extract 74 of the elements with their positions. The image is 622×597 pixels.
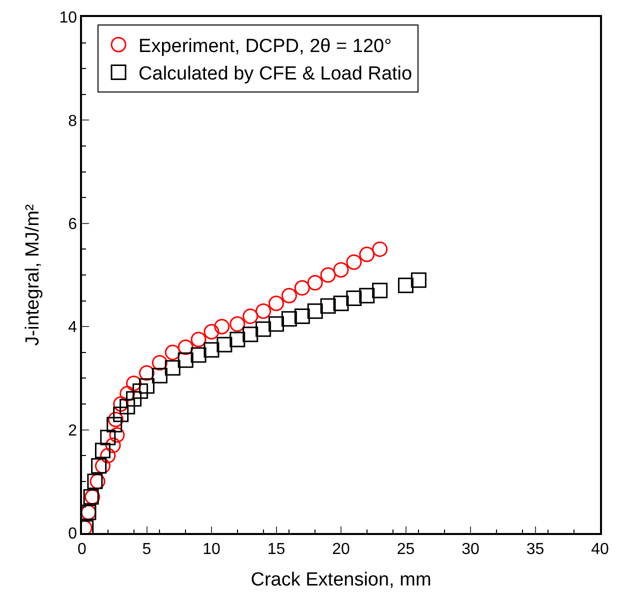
point [152,354,168,370]
point [320,267,336,283]
point [294,308,310,324]
point [410,272,426,288]
point [268,316,284,332]
point [242,308,258,324]
y-axis-title: J-integral, MJ/m² [22,204,44,346]
point [214,318,230,334]
point [346,254,362,270]
point [281,288,297,304]
point [91,458,107,474]
point [230,332,246,348]
x-tick-label: 35 [526,540,544,558]
point [94,458,110,474]
y-tick-label: 8 [68,112,78,130]
point [281,311,297,327]
x-tick-label: 10 [202,540,220,558]
x-tick-label: 30 [462,540,480,558]
point [94,442,110,458]
y-tick-label: 4 [68,319,78,336]
point [126,376,142,392]
point [106,416,122,432]
point [152,368,168,384]
x-tick-label: 5 [142,540,152,558]
point [333,262,349,278]
point [113,396,129,412]
point [164,344,180,360]
point [120,398,136,414]
point [139,365,154,381]
x-tick-label: 40 [591,540,609,558]
x-tick-label: 20 [332,540,350,558]
point [256,303,272,319]
point [204,342,220,358]
point [307,303,323,319]
point [307,274,323,290]
y-tick-label: 6 [68,216,78,233]
legend-label: Calculated by CFE & Load Ratio [138,64,412,85]
point [164,360,180,376]
point [100,430,116,446]
point [204,324,220,340]
y-tick-label: 2 [68,422,78,440]
point [178,339,194,355]
point [333,296,349,312]
point [139,378,154,394]
point [268,296,284,312]
point [359,288,375,304]
point [178,352,194,368]
point [132,383,148,399]
point [320,298,336,314]
point [346,290,362,306]
point [398,278,414,294]
point [372,282,388,298]
point [126,391,142,407]
point [294,280,310,296]
y-tick-label: 10 [59,10,78,27]
point [120,386,136,402]
point [100,448,116,464]
point [109,427,125,443]
x-axis-title: Crack Extension, mm [250,569,432,590]
legend-label: Experiment, DCPD, 2θ = 120° [138,36,392,57]
point [372,241,388,257]
y-tick-label: 0 [68,526,78,543]
point [190,332,206,348]
point [105,438,121,454]
point [359,246,375,262]
point [108,412,124,428]
point [190,347,206,363]
x-tick-label: 25 [396,540,415,558]
point [256,321,272,337]
point [113,406,129,422]
point [216,336,232,352]
point [242,326,258,342]
point [230,316,246,332]
x-tick-label: 15 [267,540,286,558]
